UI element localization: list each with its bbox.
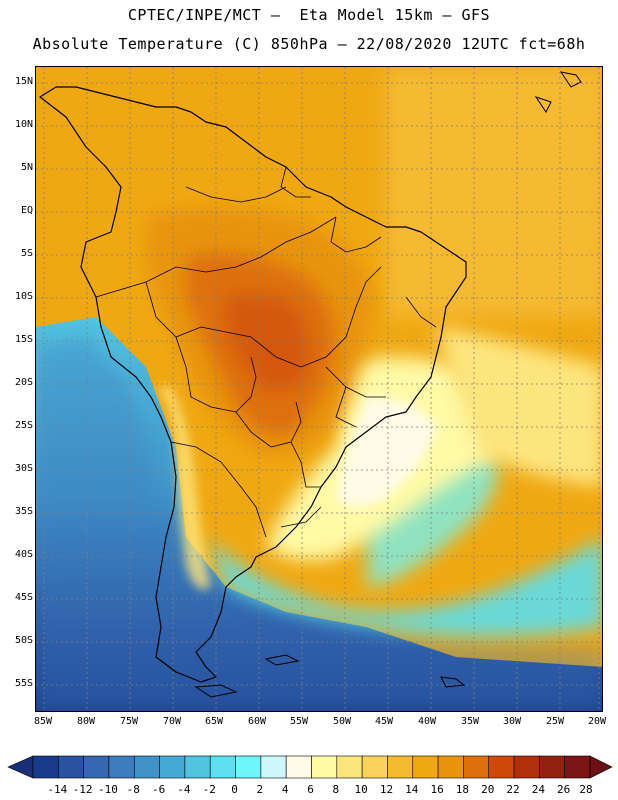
lon-label-85w: 85W xyxy=(33,716,53,727)
colorbar-swatch xyxy=(209,755,236,779)
field-se-coast-white xyxy=(336,397,436,507)
colorbar-swatch xyxy=(32,755,59,779)
south-america-coastline xyxy=(39,86,467,683)
colorbar-label: -4 xyxy=(177,783,191,796)
lon-label-65w: 65W xyxy=(204,716,224,727)
colorbar-swatch xyxy=(184,755,211,779)
lat-label-30s: 30S xyxy=(14,463,33,474)
colorbar-label: 0 xyxy=(231,783,238,796)
colorbar-label: 28 xyxy=(579,783,593,796)
field-north-atlantic xyxy=(386,67,602,317)
map-canvas xyxy=(36,67,602,711)
colorbar-swatch xyxy=(513,755,540,779)
colorbar-label: -8 xyxy=(126,783,140,796)
colorbar-label: 14 xyxy=(405,783,419,796)
lon-label-80w: 80W xyxy=(76,716,96,727)
colorbar-label: 10 xyxy=(354,783,368,796)
colorbar-swatch xyxy=(463,755,490,779)
colorbar-label: 26 xyxy=(557,783,571,796)
colorbar-label: 24 xyxy=(531,783,545,796)
colorbar-left-arrow xyxy=(7,755,34,779)
colorbar-swatch xyxy=(83,755,110,779)
colorbar-swatch xyxy=(437,755,464,779)
field-atlantic-yellow xyxy=(436,327,602,487)
islands xyxy=(194,71,582,698)
lon-label-25w: 25W xyxy=(545,716,565,727)
lat-label-eq: EQ xyxy=(20,205,33,216)
colorbar-swatch xyxy=(361,755,388,779)
colorbar-label: -14 xyxy=(47,783,68,796)
lat-label-15n: 15N xyxy=(14,76,33,87)
temperature-map xyxy=(35,66,603,712)
colorbar-label: -6 xyxy=(151,783,166,796)
lat-label-40s: 40S xyxy=(14,549,33,560)
field-interior-hottest xyxy=(226,293,310,391)
map-title: CPTEC/INPE/MCT – Eta Model 15km – GFS xyxy=(127,6,491,24)
colorbar-label: 18 xyxy=(455,783,470,796)
colorbar-swatch xyxy=(159,755,186,779)
colorbar-swatch xyxy=(311,755,338,779)
lon-label-55w: 55W xyxy=(289,716,309,727)
lon-label-35w: 35W xyxy=(460,716,480,727)
colorbar-swatch xyxy=(58,755,84,779)
colorbar-swatch xyxy=(488,755,515,779)
lat-label-10s: 10S xyxy=(14,291,33,302)
colorbar-swatch xyxy=(260,755,287,779)
lat-label-25s: 25S xyxy=(14,420,33,431)
lat-label-55s: 55S xyxy=(14,678,33,689)
colorbar-swatch xyxy=(412,755,439,779)
colorbar-label: 8 xyxy=(332,783,340,796)
lon-label-40w: 40W xyxy=(417,716,437,727)
field-andes xyxy=(156,387,211,590)
lon-label-60w: 60W xyxy=(247,716,267,727)
colorbar-label: 20 xyxy=(481,783,495,796)
colorbar-swatch xyxy=(108,755,135,779)
lat-label-15s: 15S xyxy=(14,334,33,345)
colorbar-label: 22 xyxy=(506,783,520,796)
country-borders xyxy=(95,166,437,538)
colorbar-swatch xyxy=(235,755,262,779)
colorbar-legend xyxy=(7,755,613,779)
lat-label-50s: 50S xyxy=(14,635,33,646)
lat-label-35s: 35S xyxy=(14,506,33,517)
lon-label-75w: 75W xyxy=(119,716,139,727)
colorbar-swatch xyxy=(133,755,160,779)
lat-label-10n: 10N xyxy=(14,119,33,130)
map-subtitle: Absolute Temperature (C) 850hPa – 22/08/… xyxy=(32,35,586,53)
colorbar-swatch xyxy=(285,755,312,779)
colorbar-label: 12 xyxy=(379,783,394,796)
lon-label-70w: 70W xyxy=(162,716,182,727)
lon-label-30w: 30W xyxy=(502,716,522,727)
lon-label-20w: 20W xyxy=(587,716,607,727)
lon-label-45w: 45W xyxy=(374,716,394,727)
colorbar-swatch xyxy=(539,755,565,779)
colorbar-label: -12 xyxy=(72,783,93,796)
colorbar-label: 6 xyxy=(307,783,314,796)
lat-label-45s: 45S xyxy=(14,592,33,603)
field-southern-deep xyxy=(36,337,602,711)
colorbar-label: -2 xyxy=(202,783,216,796)
colorbar-label: 4 xyxy=(281,783,289,796)
field-cyan-band xyxy=(206,537,602,637)
lon-label-50w: 50W xyxy=(332,716,352,727)
colorbar-swatch xyxy=(387,755,414,779)
lat-label-20s: 20S xyxy=(14,377,33,388)
lat-label-5s: 5S xyxy=(20,248,33,259)
colorbar-right-arrow xyxy=(589,755,613,779)
colorbar-label: 2 xyxy=(256,783,264,796)
colorbar-swatch xyxy=(336,755,363,779)
colorbar-swatch xyxy=(564,755,591,779)
colorbar-label: 16 xyxy=(430,783,444,796)
colorbar-label: -10 xyxy=(98,783,118,796)
lat-label-5n: 5N xyxy=(20,162,33,173)
